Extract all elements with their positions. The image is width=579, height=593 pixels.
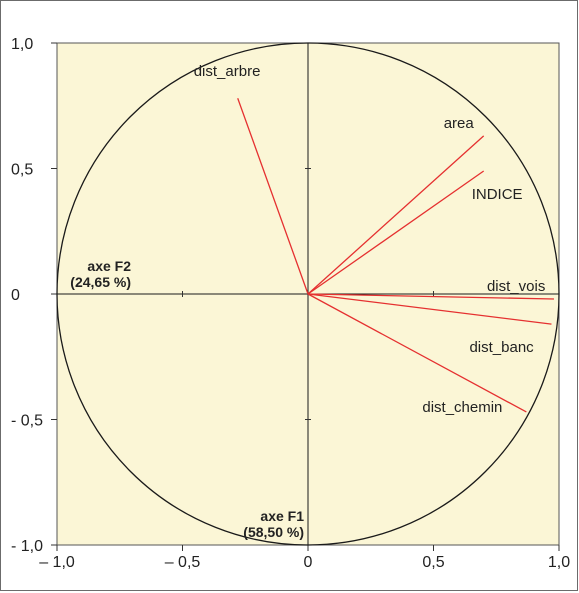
vector-label-dist_banc: dist_banc xyxy=(469,339,534,356)
vectors-group xyxy=(237,98,554,413)
vector-dist_arbre xyxy=(237,98,309,295)
vector-label-area: area xyxy=(444,115,475,132)
vector-area xyxy=(307,135,485,295)
vector-label-dist_arbre: dist_arbre xyxy=(194,63,261,80)
vector-label-dist_vois: dist_vois xyxy=(487,278,545,295)
y-tick-label: - 0,5 xyxy=(11,413,43,430)
y-tick-label: 1,0 xyxy=(11,36,33,53)
vector-dist_vois xyxy=(307,293,554,300)
ticks-group: – 1,0 – 0,5 0 0,5 1,0 1,0 0,5 0 - 0,5 - 1,0 xyxy=(11,36,570,571)
vector-INDICE xyxy=(307,170,485,295)
y-tick-label: 0,5 xyxy=(11,162,33,179)
vector-label-dist_chemin: dist_chemin xyxy=(422,399,502,416)
x-tick-label: – 0,5 xyxy=(165,554,201,571)
y-axis-percent: (24,65 %) xyxy=(70,274,131,290)
x-tick-label: 1,0 xyxy=(548,554,570,571)
y-tick-label: - 1,0 xyxy=(11,538,43,555)
vector-dist_chemin xyxy=(307,293,527,413)
unit-circle xyxy=(56,42,560,546)
y-axis-name: axe F2 xyxy=(87,258,131,274)
x-tick-label: 0,5 xyxy=(422,554,444,571)
y-tick-label: 0 xyxy=(11,287,20,304)
x-axis-name: axe F1 xyxy=(260,508,304,524)
x-tick-label: 0 xyxy=(304,554,313,571)
vector-label-INDICE: INDICE xyxy=(472,186,523,203)
vector-dist_banc xyxy=(307,293,552,325)
x-tick-label: – 1,0 xyxy=(39,554,75,571)
x-axis-percent: (58,50 %) xyxy=(243,524,304,540)
